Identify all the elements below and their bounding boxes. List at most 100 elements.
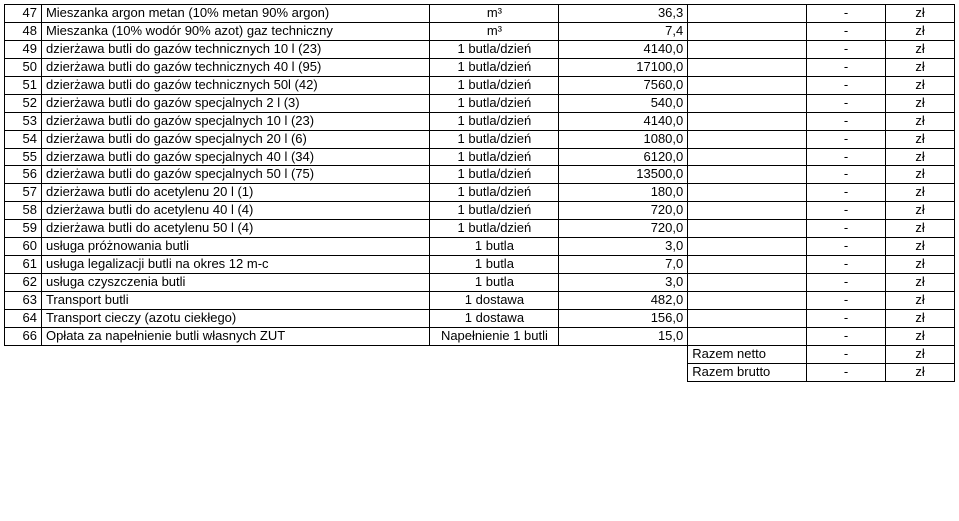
row-amount: 7,4 — [559, 22, 688, 40]
row-unit: 1 butla — [430, 256, 559, 274]
row-number: 66 — [5, 327, 42, 345]
row-description: dzierzawa butli do gazów specjalnych 40 … — [41, 148, 430, 166]
row-currency: zł — [886, 94, 955, 112]
table-row: 62usługa czyszczenia butli1 butla3,0-zł — [5, 274, 955, 292]
total-dash: - — [807, 363, 886, 381]
row-number: 57 — [5, 184, 42, 202]
row-dash: - — [807, 166, 886, 184]
row-blank — [688, 220, 807, 238]
row-unit: 1 butla — [430, 238, 559, 256]
table-row: 51dzierżawa butli do gazów technicznych … — [5, 76, 955, 94]
row-currency: zł — [886, 184, 955, 202]
row-dash: - — [807, 40, 886, 58]
row-amount: 540,0 — [559, 94, 688, 112]
table-row: 63Transport butli1 dostawa482,0-zł — [5, 292, 955, 310]
row-amount: 1080,0 — [559, 130, 688, 148]
row-number: 60 — [5, 238, 42, 256]
row-amount: 15,0 — [559, 327, 688, 345]
total-spacer — [5, 345, 688, 363]
row-number: 48 — [5, 22, 42, 40]
row-dash: - — [807, 5, 886, 23]
table-row: 58dzierżawa butli do acetylenu 40 l (4)1… — [5, 202, 955, 220]
row-description: dzierżawa butli do gazów technicznych 10… — [41, 40, 430, 58]
row-dash: - — [807, 202, 886, 220]
row-number: 64 — [5, 309, 42, 327]
row-unit: 1 butla/dzień — [430, 40, 559, 58]
row-amount: 4140,0 — [559, 40, 688, 58]
total-dash: - — [807, 345, 886, 363]
row-unit: m³ — [430, 22, 559, 40]
row-unit: 1 butla/dzień — [430, 184, 559, 202]
row-description: Transport butli — [41, 292, 430, 310]
row-description: dzierżawa butli do gazów specjalnych 10 … — [41, 112, 430, 130]
row-description: usługa próżnowania butli — [41, 238, 430, 256]
row-currency: zł — [886, 5, 955, 23]
row-unit: m³ — [430, 5, 559, 23]
row-currency: zł — [886, 202, 955, 220]
total-spacer — [5, 363, 688, 381]
row-number: 55 — [5, 148, 42, 166]
row-currency: zł — [886, 238, 955, 256]
row-currency: zł — [886, 274, 955, 292]
row-unit: 1 butla/dzień — [430, 148, 559, 166]
row-blank — [688, 58, 807, 76]
row-amount: 7,0 — [559, 256, 688, 274]
row-blank — [688, 40, 807, 58]
row-number: 53 — [5, 112, 42, 130]
row-amount: 36,3 — [559, 5, 688, 23]
row-number: 59 — [5, 220, 42, 238]
table-row: 55dzierzawa butli do gazów specjalnych 4… — [5, 148, 955, 166]
row-number: 61 — [5, 256, 42, 274]
row-amount: 482,0 — [559, 292, 688, 310]
row-currency: zł — [886, 130, 955, 148]
table-row: 53dzierżawa butli do gazów specjalnych 1… — [5, 112, 955, 130]
row-unit: 1 butla/dzień — [430, 166, 559, 184]
row-dash: - — [807, 309, 886, 327]
row-number: 54 — [5, 130, 42, 148]
row-blank — [688, 112, 807, 130]
row-dash: - — [807, 274, 886, 292]
row-currency: zł — [886, 292, 955, 310]
row-amount: 180,0 — [559, 184, 688, 202]
row-blank — [688, 202, 807, 220]
row-dash: - — [807, 22, 886, 40]
row-unit: 1 dostawa — [430, 309, 559, 327]
row-unit: 1 butla/dzień — [430, 76, 559, 94]
row-amount: 720,0 — [559, 202, 688, 220]
row-blank — [688, 327, 807, 345]
total-currency: zł — [886, 363, 955, 381]
row-amount: 7560,0 — [559, 76, 688, 94]
row-blank — [688, 148, 807, 166]
row-description: Transport cieczy (azotu ciekłego) — [41, 309, 430, 327]
row-unit: 1 dostawa — [430, 292, 559, 310]
row-blank — [688, 184, 807, 202]
row-number: 52 — [5, 94, 42, 112]
row-number: 58 — [5, 202, 42, 220]
row-description: dzierżawa butli do gazów specjalnych 2 l… — [41, 94, 430, 112]
row-currency: zł — [886, 112, 955, 130]
row-currency: zł — [886, 166, 955, 184]
row-description: Mieszanka argon metan (10% metan 90% arg… — [41, 5, 430, 23]
row-blank — [688, 292, 807, 310]
row-unit: 1 butla/dzień — [430, 112, 559, 130]
row-unit: 1 butla — [430, 274, 559, 292]
table-row: 61usługa legalizacji butli na okres 12 m… — [5, 256, 955, 274]
row-dash: - — [807, 220, 886, 238]
row-description: usługa czyszczenia butli — [41, 274, 430, 292]
row-unit: 1 butla/dzień — [430, 58, 559, 76]
row-description: Opłata za napełnienie butli własnych ZUT — [41, 327, 430, 345]
row-unit: Napełnienie 1 butli — [430, 327, 559, 345]
total-label: Razem netto — [688, 345, 807, 363]
row-dash: - — [807, 58, 886, 76]
table-row: 47Mieszanka argon metan (10% metan 90% a… — [5, 5, 955, 23]
row-unit: 1 butla/dzień — [430, 220, 559, 238]
row-description: Mieszanka (10% wodór 90% azot) gaz techn… — [41, 22, 430, 40]
table-row: 64Transport cieczy (azotu ciekłego)1 dos… — [5, 309, 955, 327]
table-row: 56dzierżawa butli do gazów specjalnych 5… — [5, 166, 955, 184]
table-row: 48Mieszanka (10% wodór 90% azot) gaz tec… — [5, 22, 955, 40]
row-currency: zł — [886, 76, 955, 94]
row-dash: - — [807, 327, 886, 345]
row-description: dzierżawa butli do acetylenu 20 l (1) — [41, 184, 430, 202]
row-currency: zł — [886, 256, 955, 274]
row-amount: 6120,0 — [559, 148, 688, 166]
